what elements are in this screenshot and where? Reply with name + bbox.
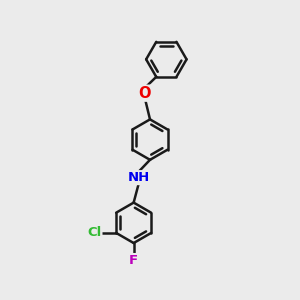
Text: F: F <box>129 254 138 267</box>
Text: Cl: Cl <box>87 226 101 239</box>
Text: NH: NH <box>128 171 150 184</box>
Text: O: O <box>139 86 151 101</box>
